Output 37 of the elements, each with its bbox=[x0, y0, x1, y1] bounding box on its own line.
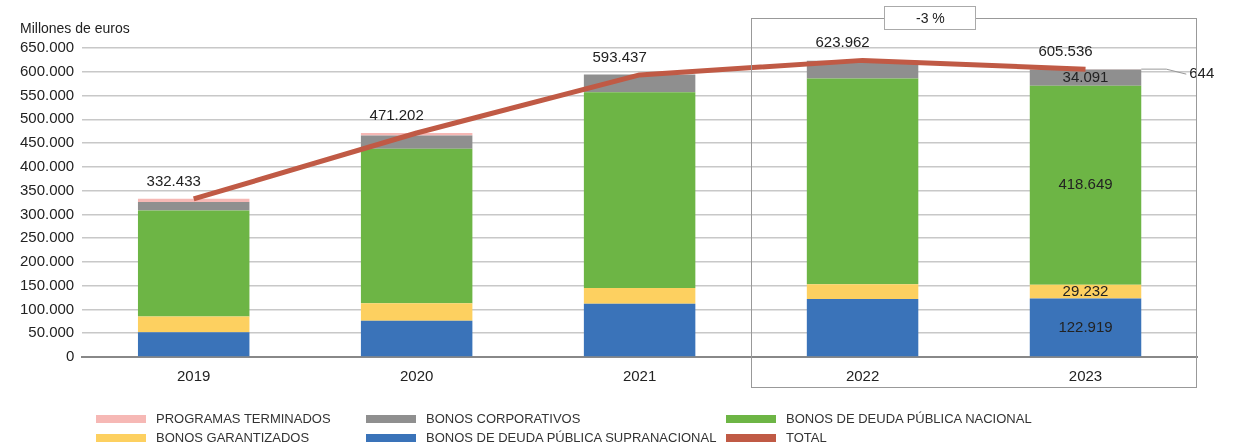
y-tick-label: 550.000 bbox=[19, 85, 75, 103]
data-label: 418.649 bbox=[1058, 175, 1113, 193]
y-tick-label: 50.000 bbox=[28, 323, 75, 341]
text: -3 % bbox=[884, 6, 977, 30]
y-tick-label: 600.000 bbox=[19, 61, 75, 79]
y-tick-label: 100.000 bbox=[19, 299, 75, 317]
data-label: 332.433 bbox=[146, 171, 201, 189]
x-tick-label: 2021 bbox=[622, 367, 657, 385]
y-tick-label: 500.000 bbox=[19, 109, 75, 127]
y-tick-label: 400.000 bbox=[19, 156, 75, 174]
y-axis-title: Millones de euros bbox=[20, 19, 130, 36]
x-tick-label: 2022 bbox=[845, 367, 880, 385]
legend-label: BONOS CORPORATIVOS bbox=[426, 411, 581, 426]
y-tick-label: 200.000 bbox=[19, 252, 75, 270]
y-tick-label: 250.000 bbox=[19, 228, 75, 246]
y-tick-label: 0 bbox=[65, 347, 75, 365]
data-label: 471.202 bbox=[369, 105, 424, 123]
data-label: 644 bbox=[1189, 64, 1215, 82]
x-tick-label: 2023 bbox=[1068, 367, 1103, 385]
data-label: 29.232 bbox=[1062, 281, 1109, 299]
y-tick-label: 300.000 bbox=[19, 204, 75, 222]
data-label: 623.962 bbox=[815, 33, 870, 51]
y-tick-label: 350.000 bbox=[19, 180, 75, 198]
data-label: 122.919 bbox=[1058, 317, 1113, 335]
data-label: 605.536 bbox=[1038, 41, 1093, 59]
y-tick-label: 650.000 bbox=[19, 38, 75, 56]
x-tick-label: 2019 bbox=[177, 367, 211, 385]
y-tick-label: 150.000 bbox=[19, 275, 75, 293]
legend-label: BONOS GARANTIZADOS bbox=[156, 430, 310, 445]
legend-label: BONOS DE DEUDA PÚBLICA NACIONAL bbox=[786, 411, 1032, 426]
data-label: 593.437 bbox=[592, 47, 647, 65]
data-label: 34.091 bbox=[1062, 67, 1109, 85]
legend-label: BONOS DE DEUDA PÚBLICA SUPRANACIONAL bbox=[426, 430, 717, 445]
y-tick-label: 450.000 bbox=[19, 133, 75, 151]
x-tick-label: 2020 bbox=[399, 367, 434, 385]
legend-label: TOTAL bbox=[786, 430, 827, 445]
legend-label: PROGRAMAS TERMINADOS bbox=[156, 411, 331, 426]
